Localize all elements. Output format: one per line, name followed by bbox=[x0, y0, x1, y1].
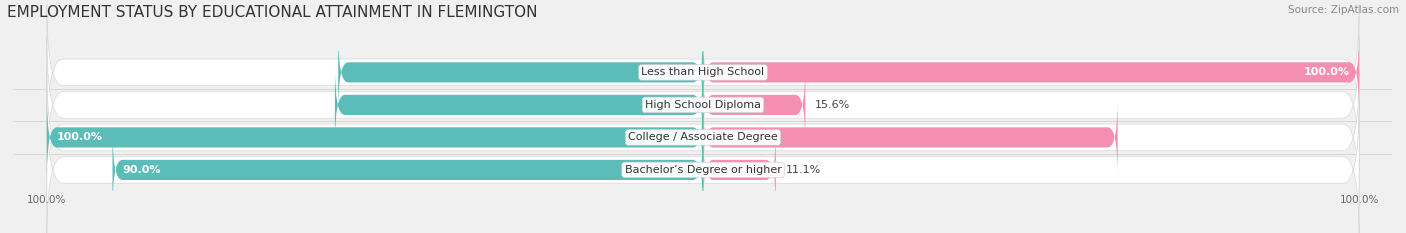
FancyBboxPatch shape bbox=[339, 34, 703, 111]
Text: High School Diploma: High School Diploma bbox=[645, 100, 761, 110]
FancyBboxPatch shape bbox=[46, 69, 1360, 205]
Text: 55.6%: 55.6% bbox=[655, 67, 690, 77]
Text: 56.1%: 56.1% bbox=[655, 100, 690, 110]
Text: Bachelor’s Degree or higher: Bachelor’s Degree or higher bbox=[624, 165, 782, 175]
FancyBboxPatch shape bbox=[46, 99, 703, 176]
FancyBboxPatch shape bbox=[335, 66, 703, 144]
FancyBboxPatch shape bbox=[46, 4, 1360, 140]
Text: 100.0%: 100.0% bbox=[56, 132, 103, 142]
FancyBboxPatch shape bbox=[46, 102, 1360, 233]
Text: College / Associate Degree: College / Associate Degree bbox=[628, 132, 778, 142]
Text: 100.0%: 100.0% bbox=[1303, 67, 1350, 77]
FancyBboxPatch shape bbox=[703, 131, 776, 209]
FancyBboxPatch shape bbox=[703, 34, 1360, 111]
Text: 90.0%: 90.0% bbox=[122, 165, 160, 175]
Text: Source: ZipAtlas.com: Source: ZipAtlas.com bbox=[1288, 5, 1399, 15]
Text: 15.6%: 15.6% bbox=[815, 100, 851, 110]
FancyBboxPatch shape bbox=[703, 66, 806, 144]
FancyBboxPatch shape bbox=[46, 37, 1360, 173]
Text: 63.2%: 63.2% bbox=[716, 132, 751, 142]
FancyBboxPatch shape bbox=[703, 99, 1118, 176]
Text: EMPLOYMENT STATUS BY EDUCATIONAL ATTAINMENT IN FLEMINGTON: EMPLOYMENT STATUS BY EDUCATIONAL ATTAINM… bbox=[7, 5, 537, 20]
FancyBboxPatch shape bbox=[112, 131, 703, 209]
Text: Less than High School: Less than High School bbox=[641, 67, 765, 77]
Text: 11.1%: 11.1% bbox=[786, 165, 821, 175]
